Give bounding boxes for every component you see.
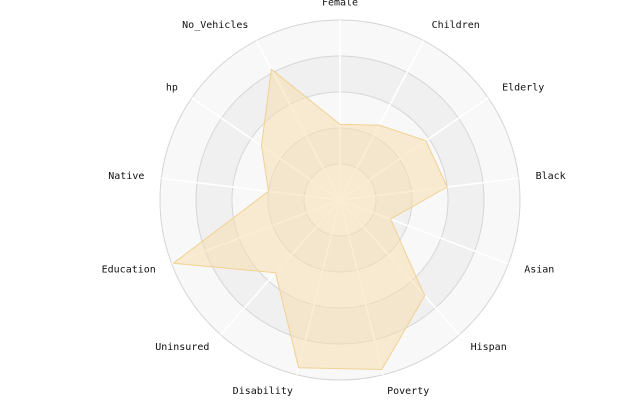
series-area [172,68,448,370]
axis-label-asian: Asian [524,264,554,275]
axis-label-female: Female [322,0,358,9]
axis-label-hispan: Hispan [471,342,507,353]
radar-axis-labels: Female Children Elderly Black Asian Hispan Pov… [102,0,566,397]
axis-label-no-vehicles: No_Vehicles [182,20,248,31]
axis-label-native: Native [108,171,144,182]
axis-label-elderly: Elderly [502,83,544,94]
radar-series-layer [172,68,448,370]
axis-label-hp: hp [166,83,178,94]
axis-label-black: Black [536,171,566,182]
axis-label-disability: Disability [233,386,293,397]
axis-label-education: Education [102,264,156,275]
axis-label-poverty: Poverty [387,386,429,397]
axis-label-children: Children [432,20,480,31]
axis-label-uninsured: Uninsured [155,342,209,353]
